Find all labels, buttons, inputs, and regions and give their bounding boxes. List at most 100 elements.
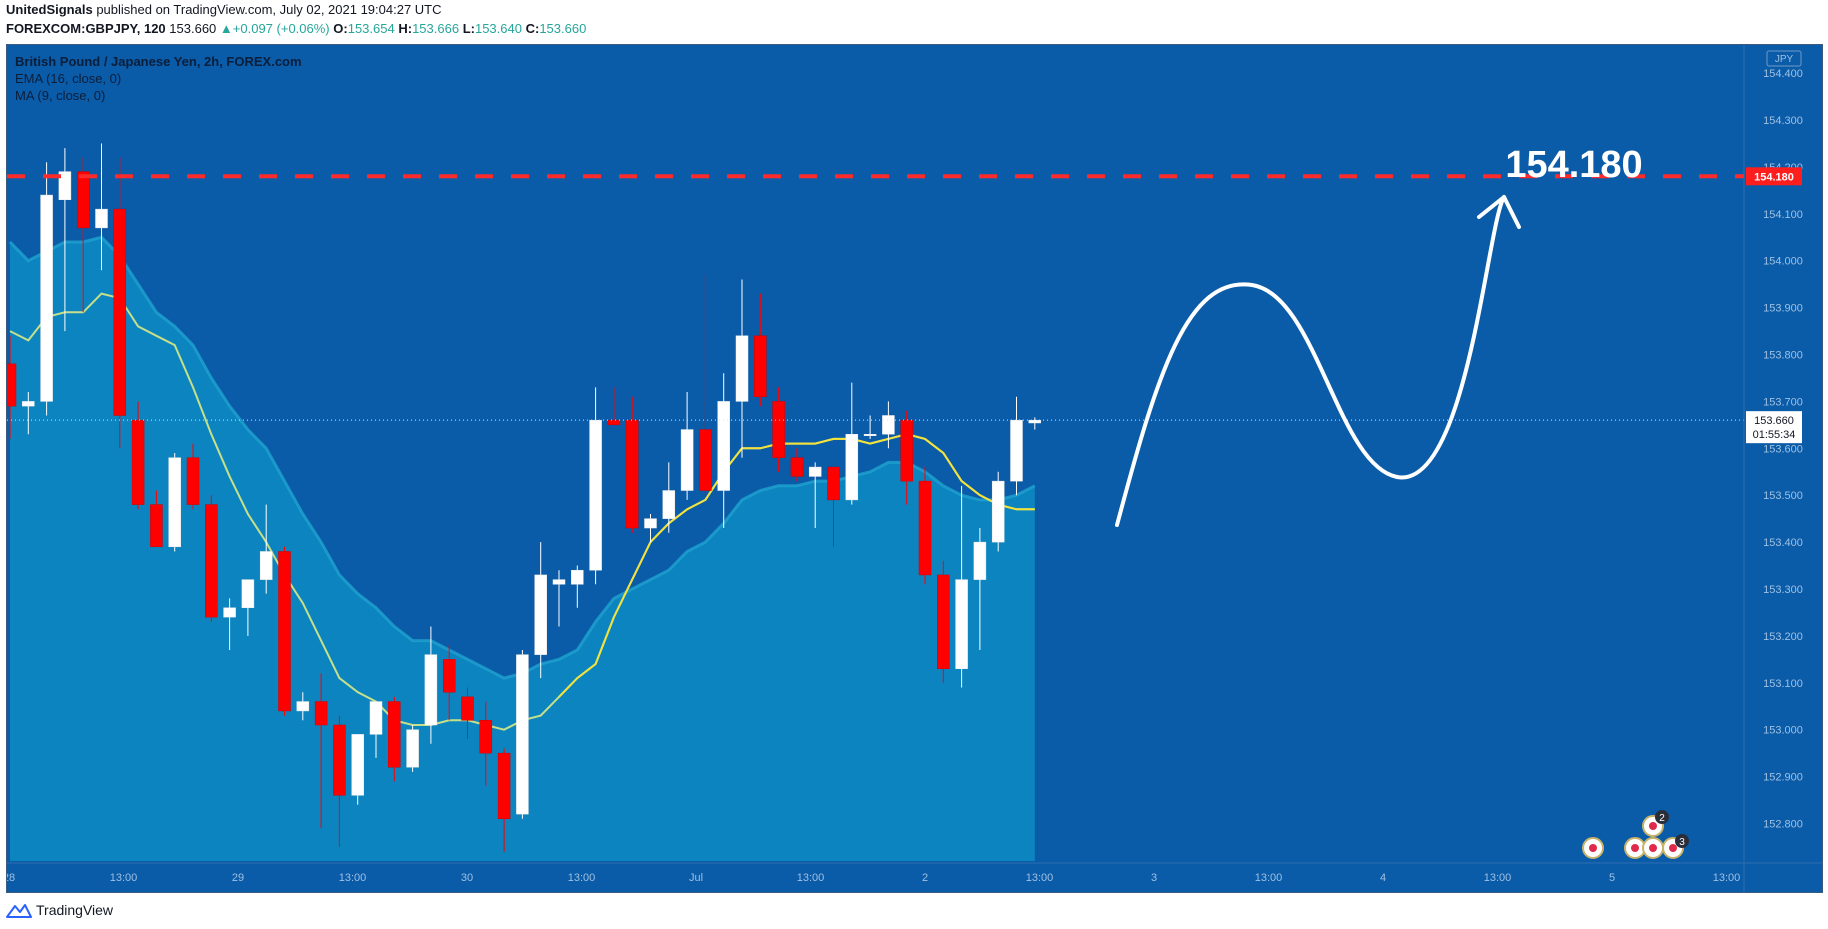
candle-body [150,504,163,548]
publish-text: published on TradingView.com, July 02, 2… [96,2,442,17]
candle-body [442,659,456,693]
y-tick-label: 154.100 [1763,209,1803,221]
author-name[interactable]: UnitedSignals [6,2,93,17]
candle-body [625,419,639,529]
candle-body [827,466,840,501]
low-value: 153.640 [474,21,522,36]
candle-body [22,401,35,407]
event-count-label: 3 [1679,837,1685,848]
event-count-badge [1675,834,1689,848]
candle-body [406,729,419,768]
legend-ma[interactable]: MA (9, close, 0) [15,88,106,103]
x-tick-label: 13:00 [110,872,138,884]
x-tick-label: 13:00 [1484,872,1512,884]
event-icon-dot [1649,822,1657,830]
event-count-label: 2 [1659,813,1665,824]
x-tick-label: Jul [689,872,703,884]
footer-brand[interactable]: TradingView [36,902,114,918]
candle-body [863,433,877,436]
legend-title[interactable]: British Pound / Japanese Yen, 2h, FOREX.… [15,54,302,69]
ma-line-highlight [558,433,1035,698]
event-icon-dot [1669,844,1677,852]
symbol-label: FOREXCOM:GBPJPY, 120 [6,21,166,36]
candle-body [534,574,547,655]
candle-body [388,701,401,768]
candle-body [790,457,804,477]
candle-body [882,415,895,435]
y-tick-label: 153.300 [1763,584,1803,596]
x-tick-label: 2 [922,872,928,884]
y-tick-label: 154.000 [1763,256,1803,268]
last-price: 153.660 [169,21,217,36]
x-tick-label: 28 [7,872,15,884]
current-price-tag-label: 153.660 [1754,415,1794,427]
y-tick-label: 153.000 [1763,725,1803,737]
ema-area-fill [10,237,1035,862]
y-tick-label: 153.400 [1763,537,1803,549]
candle-body [991,480,1005,543]
y-tick-label: 154.400 [1763,68,1803,80]
candle-body [186,457,200,505]
candle-body [662,490,676,519]
candle-body [699,429,712,491]
candle-body [1010,419,1023,482]
close-label: C: [525,21,540,36]
candle-body [571,569,584,585]
y-tick-label: 153.500 [1763,490,1803,502]
open-value: 153.654 [347,21,395,36]
candle-body [955,579,968,669]
target-level-label: 154.180 [1505,144,1642,186]
candle-body [241,579,255,609]
candle-body [552,579,566,585]
candle-body [205,504,218,618]
candle-body [808,466,822,477]
y-tick-label: 154.300 [1763,115,1803,127]
candle-body [589,419,602,571]
target-price-tag-label: 154.180 [1754,171,1794,183]
legend-ema[interactable]: EMA (16, close, 0) [15,71,122,86]
chart-panel[interactable]: 154.180 152.800 152.900 153.000 153.100 153.2… [6,44,1823,893]
projection-arrow-head [1477,195,1521,229]
event-icon-dot [1589,844,1597,852]
change-arrow-icon: ▲ [219,21,233,36]
candle-body [259,551,273,580]
y-tick-label: 152.900 [1763,772,1803,784]
event-icon-dot [1631,844,1639,852]
candle-body [900,419,913,482]
candle-body [845,433,859,501]
change-value: +0.097 (+0.06%) [232,21,330,36]
candle-body [76,171,90,229]
y-tick-label: 153.200 [1763,631,1803,643]
candle-body [973,541,987,580]
event-icon-dot [1649,844,1657,852]
chart-legend: British Pound / Japanese Yen, 2h, FOREX.… [15,53,302,104]
low-label: L: [462,21,475,36]
candle-body [369,701,383,735]
candle-body [918,480,932,576]
y-tick-label: 153.100 [1763,678,1803,690]
x-tick-label: 30 [461,872,473,884]
candle-body [754,335,767,397]
quote-bar: FOREXCOM:GBPJPY, 120 153.660 ▲+0.097 (+0… [6,21,586,36]
close-value: 153.660 [539,21,587,36]
candle-body [607,419,621,426]
candle-body [314,701,328,726]
candle-body [772,401,785,458]
footer: TradingView [6,902,113,918]
candle-body [644,518,657,529]
candle-body [680,429,694,491]
candle-body [95,208,108,229]
candle-body [223,607,236,618]
y-tick-label: 152.800 [1763,818,1803,830]
publish-info: UnitedSignals published on TradingView.c… [6,2,442,17]
price-chart[interactable]: 154.180 152.800 152.900 153.000 153.100 153.2… [7,45,1822,892]
open-label: O: [333,21,348,36]
y-tick-label: 153.700 [1763,396,1803,408]
candle-body [516,654,529,815]
x-tick-label: 13:00 [339,872,367,884]
x-tick-label: 4 [1380,872,1386,884]
candle-body [717,401,730,491]
current-price-tag [1746,411,1802,444]
candle-body [40,194,53,402]
candle-body [7,363,17,407]
